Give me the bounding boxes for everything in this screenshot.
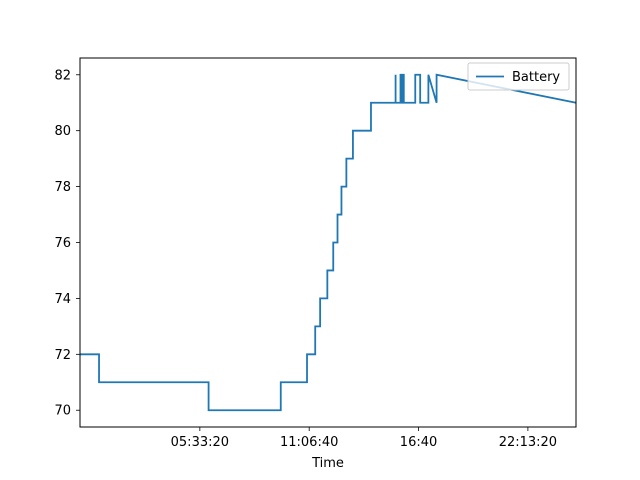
x-tick-label: 11:06:40 bbox=[280, 435, 338, 450]
x-tick-label: 05:33:20 bbox=[171, 435, 229, 450]
y-tick-label: 70 bbox=[54, 404, 71, 419]
y-tick-label: 78 bbox=[54, 180, 71, 195]
legend-label-battery: Battery bbox=[512, 70, 560, 85]
y-tick-label: 72 bbox=[54, 348, 71, 363]
x-tick-label: 22:13:20 bbox=[499, 435, 557, 450]
plot-background bbox=[80, 58, 576, 427]
x-axis-ticks: 05:33:20 11:06:40 16:40 22:13:20 bbox=[171, 427, 557, 450]
y-tick-label: 74 bbox=[54, 292, 71, 307]
series-layer bbox=[80, 73, 577, 412]
x-tick-label: 16:40 bbox=[400, 435, 437, 450]
y-tick-label: 82 bbox=[54, 68, 71, 83]
plot-area bbox=[79, 57, 577, 428]
y-tick-label: 76 bbox=[54, 236, 71, 251]
y-tick-label: 80 bbox=[54, 124, 71, 139]
legend: Battery bbox=[467, 62, 570, 91]
legend-box bbox=[467, 62, 570, 91]
series-line-battery bbox=[80, 73, 577, 412]
y-axis-ticks: 70 72 74 76 78 80 82 bbox=[54, 68, 80, 419]
x-axis-label: Time bbox=[311, 456, 344, 471]
